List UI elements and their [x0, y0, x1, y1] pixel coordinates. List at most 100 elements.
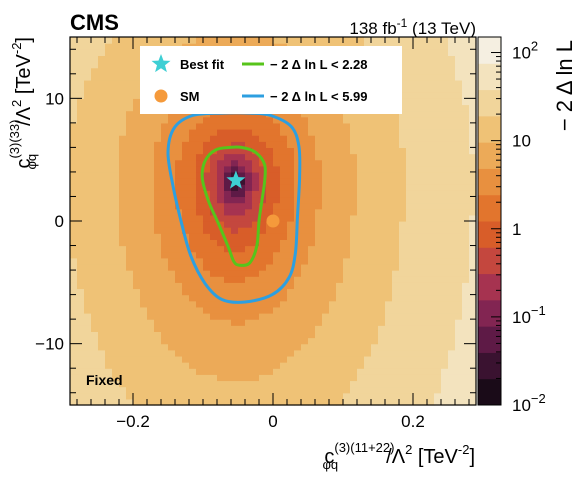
- heatmap-cell: [364, 227, 372, 234]
- heatmap-cell: [399, 110, 407, 118]
- heatmap-cell: [294, 276, 302, 283]
- heatmap-cell: [217, 313, 225, 320]
- heatmap-cell: [98, 288, 106, 296]
- heatmap-cell: [336, 239, 344, 247]
- heatmap-cell: [462, 104, 470, 112]
- heatmap-cell: [182, 214, 190, 222]
- heatmap-cell: [203, 276, 211, 283]
- heatmap-cell: [364, 276, 372, 283]
- heatmap-cell: [105, 190, 113, 198]
- heatmap-cell: [231, 306, 239, 314]
- heatmap-cell: [427, 221, 435, 228]
- heatmap-cell: [266, 374, 274, 382]
- heatmap-cell: [84, 37, 92, 44]
- heatmap-cell: [140, 331, 148, 339]
- heatmap-cell: [238, 368, 246, 375]
- heatmap-cell: [406, 110, 414, 118]
- heatmap-cell: [364, 398, 372, 406]
- heatmap-cell: [196, 239, 204, 247]
- heatmap-cell: [154, 37, 162, 44]
- heatmap-cell: [252, 380, 260, 388]
- heatmap-cell: [98, 122, 106, 130]
- heatmap-cell: [301, 153, 309, 161]
- heatmap-cell: [357, 398, 365, 406]
- heatmap-cell: [189, 392, 197, 400]
- heatmap-cell: [119, 129, 127, 136]
- heatmap-cell: [413, 263, 421, 271]
- heatmap-cell: [238, 362, 246, 369]
- heatmap-cell: [329, 398, 337, 406]
- heatmap-cell: [252, 165, 260, 173]
- legend-label-best-fit: Best fit: [180, 57, 225, 72]
- heatmap-cell: [84, 288, 92, 296]
- heatmap-cell: [413, 349, 421, 357]
- heatmap-cell: [427, 184, 435, 191]
- heatmap-cell: [350, 300, 358, 308]
- heatmap-cell: [140, 288, 148, 296]
- heatmap-cell: [210, 319, 218, 326]
- heatmap-cell: [210, 233, 218, 240]
- heatmap-cell: [126, 73, 134, 81]
- heatmap-cell: [175, 294, 183, 302]
- heatmap-cell: [154, 251, 162, 259]
- heatmap-cell: [105, 392, 113, 400]
- heatmap-cell: [399, 398, 407, 406]
- heatmap-cell: [105, 129, 113, 136]
- heatmap-cell: [203, 270, 211, 277]
- heatmap-cell: [399, 86, 407, 93]
- heatmap-cell: [70, 79, 78, 87]
- heatmap-cell: [175, 233, 183, 240]
- heatmap-cell: [399, 282, 407, 290]
- heatmap-cell: [161, 386, 169, 394]
- heatmap-cell: [392, 374, 400, 382]
- heatmap-cell: [385, 202, 393, 210]
- heatmap-cell: [371, 116, 379, 124]
- heatmap-cell: [231, 233, 239, 240]
- heatmap-cell: [385, 288, 393, 296]
- heatmap-cell: [133, 398, 141, 406]
- heatmap-cell: [161, 202, 169, 210]
- heatmap-cell: [161, 343, 169, 351]
- heatmap-cell: [217, 282, 225, 290]
- heatmap-cell: [112, 221, 120, 228]
- heatmap-cell: [455, 380, 463, 388]
- heatmap-cell: [406, 202, 414, 210]
- heatmap-cell: [70, 270, 78, 277]
- heatmap-cell: [392, 184, 400, 191]
- heatmap-cell: [105, 368, 113, 375]
- heatmap-cell: [350, 141, 358, 148]
- heatmap-cell: [399, 337, 407, 345]
- heatmap-cell: [126, 122, 134, 130]
- heatmap-cell: [189, 135, 197, 142]
- heatmap-cell: [448, 300, 456, 308]
- heatmap-cell: [70, 343, 78, 351]
- heatmap-cell: [98, 331, 106, 339]
- heatmap-cell: [77, 337, 85, 345]
- heatmap-cell: [280, 374, 288, 382]
- heatmap-cell: [350, 276, 358, 283]
- heatmap-cell: [217, 129, 225, 136]
- heatmap-cell: [175, 221, 183, 228]
- heatmap-cell: [469, 374, 477, 382]
- heatmap-cell: [378, 362, 386, 369]
- heatmap-cell: [98, 263, 106, 271]
- heatmap-cell: [259, 263, 267, 271]
- heatmap-cell: [455, 392, 463, 400]
- heatmap-cell: [140, 37, 148, 44]
- heatmap-cell: [441, 368, 449, 375]
- heatmap-cell: [133, 61, 141, 69]
- heatmap-cell: [343, 233, 351, 240]
- heatmap-cell: [126, 355, 134, 363]
- heatmap-cell: [308, 221, 316, 228]
- heatmap-cell: [189, 227, 197, 234]
- heatmap-cell: [182, 221, 190, 228]
- heatmap-cell: [399, 116, 407, 124]
- heatmap-cell: [371, 380, 379, 388]
- heatmap-cell: [224, 319, 232, 326]
- heatmap-cell: [266, 251, 274, 259]
- x-tick-label: 0.2: [401, 412, 425, 431]
- heatmap-cell: [427, 294, 435, 302]
- heatmap-cell: [455, 239, 463, 247]
- heatmap-cell: [266, 349, 274, 357]
- heatmap-cell: [189, 306, 197, 314]
